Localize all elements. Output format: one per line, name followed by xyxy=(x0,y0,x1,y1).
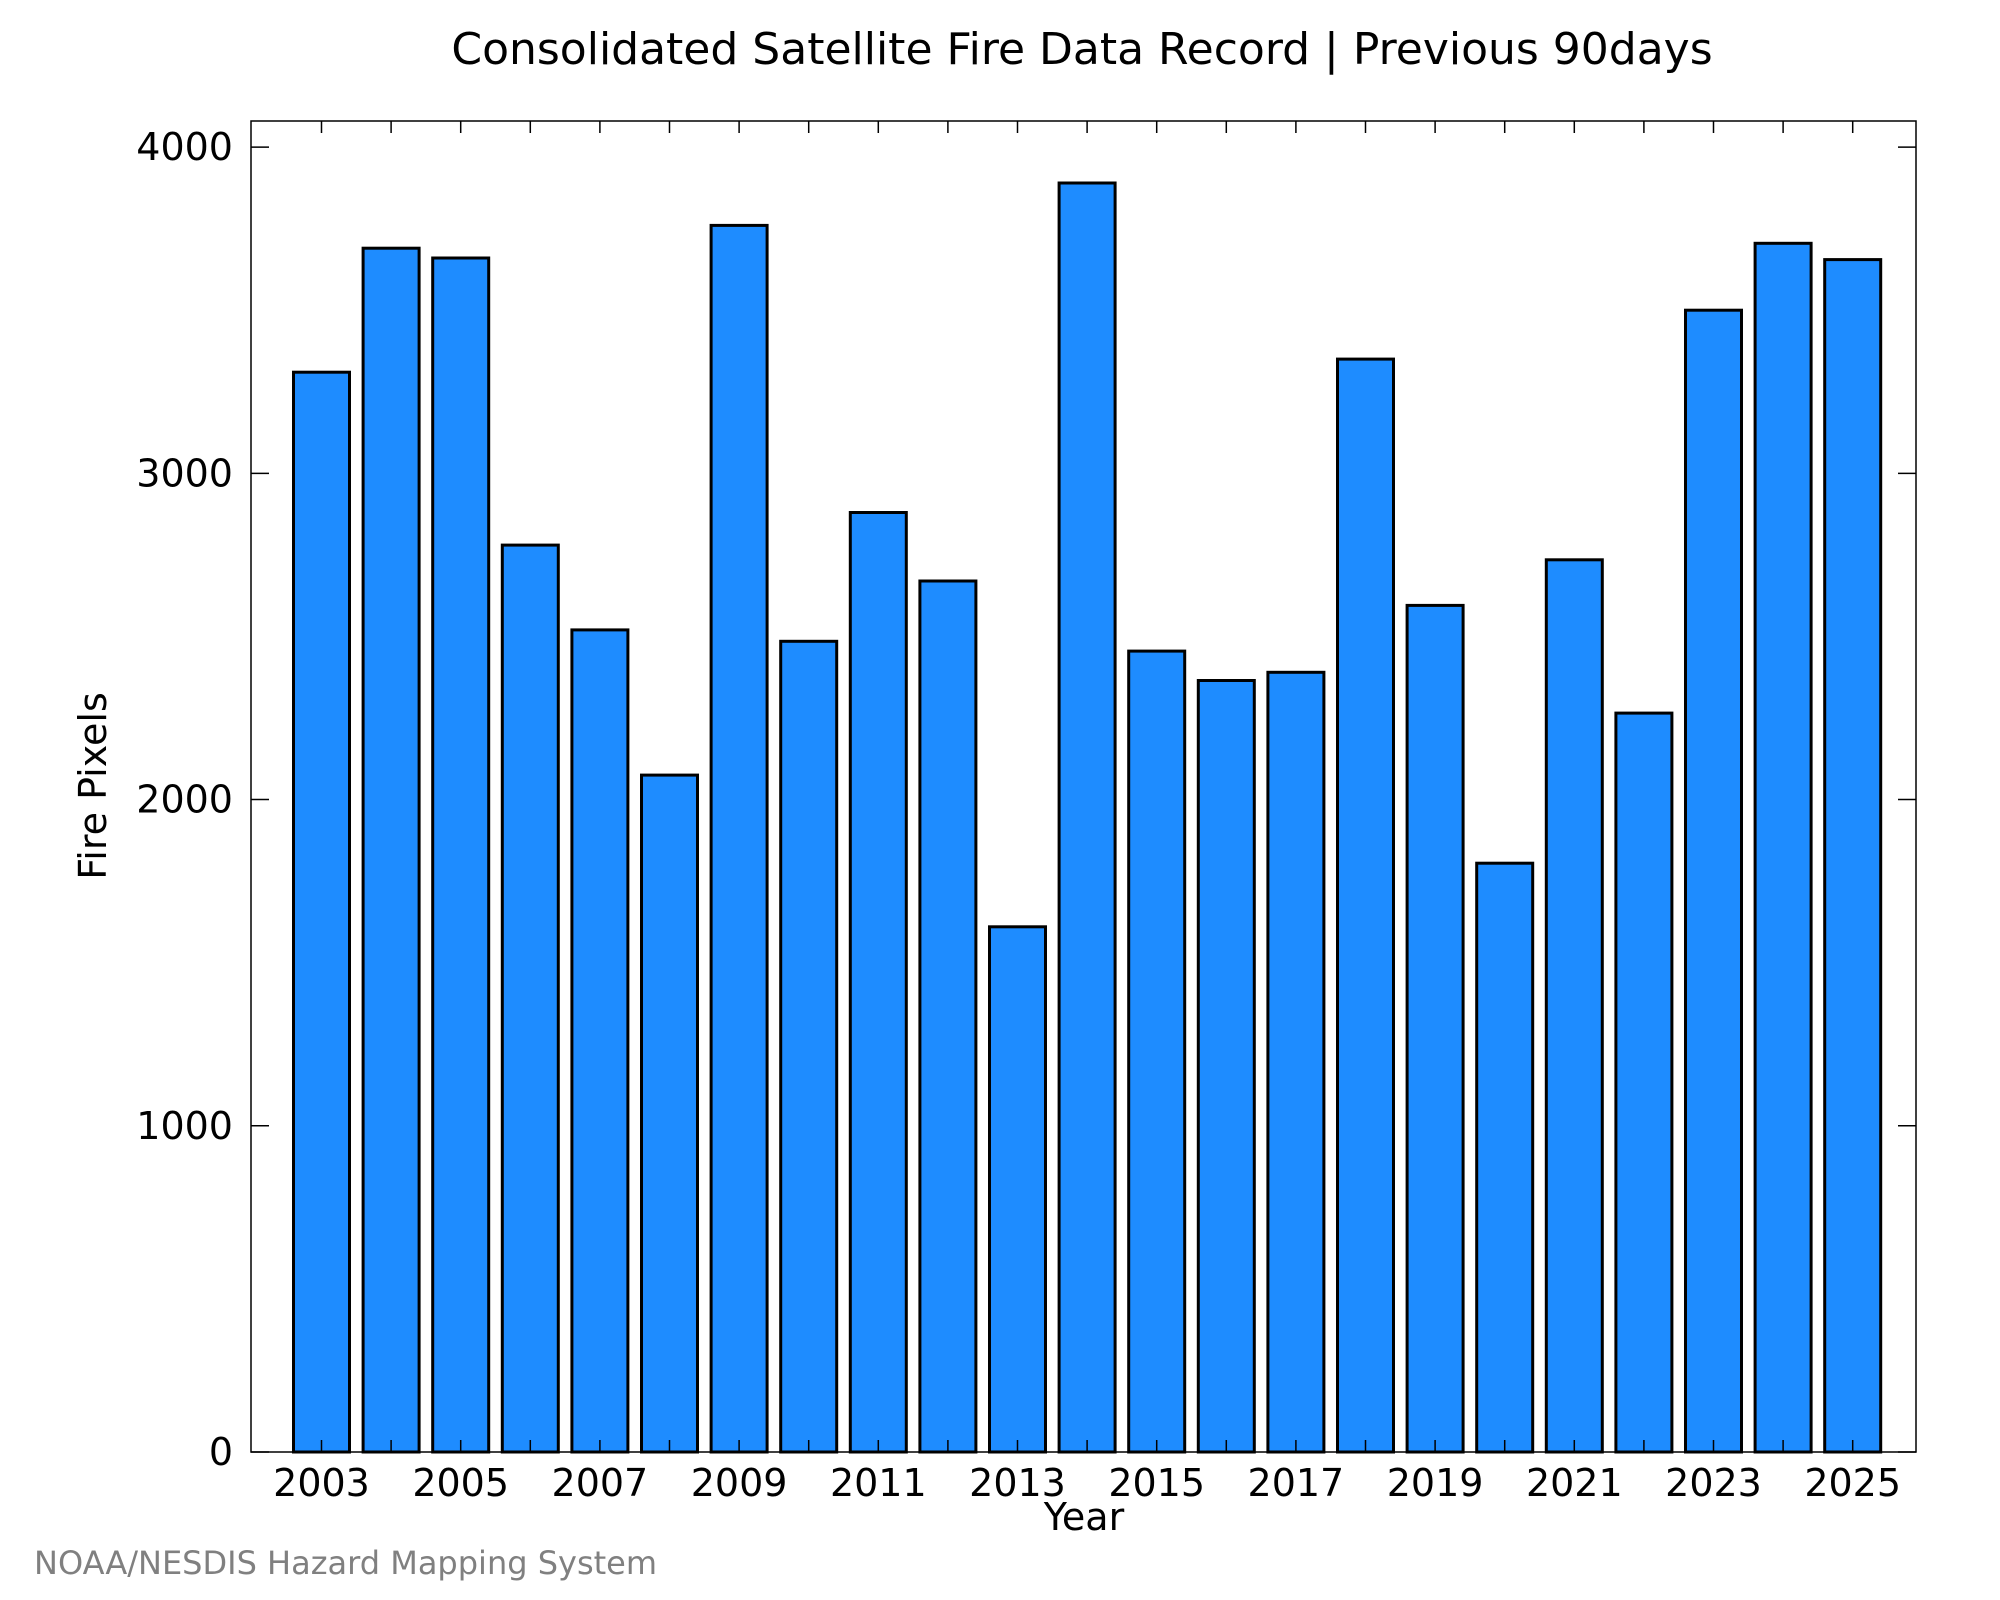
bar-2004 xyxy=(361,246,421,1454)
bar-2005 xyxy=(431,256,491,1454)
bar-2012 xyxy=(918,579,978,1454)
bar-2019 xyxy=(1405,603,1465,1454)
y-tick-label-2000: 2000 xyxy=(136,778,233,822)
x-tick-label-2005: 2005 xyxy=(412,1461,509,1505)
x-tick-label-2017: 2017 xyxy=(1248,1461,1345,1505)
bar-2018 xyxy=(1336,357,1395,1454)
bar-2011 xyxy=(848,511,908,1454)
bar-2022 xyxy=(1614,711,1674,1454)
bar-2016 xyxy=(1196,679,1256,1454)
x-tick-label-2015: 2015 xyxy=(1108,1461,1205,1505)
bar-2025 xyxy=(1823,258,1883,1454)
bar-2013 xyxy=(988,925,1047,1454)
x-tick-label-2021: 2021 xyxy=(1526,1461,1623,1505)
y-tick-label-0: 0 xyxy=(209,1430,233,1474)
bars-group xyxy=(292,181,1883,1454)
bar-2020 xyxy=(1475,861,1535,1454)
x-tick-label-2019: 2019 xyxy=(1387,1461,1484,1505)
x-tick-label-2013: 2013 xyxy=(969,1461,1066,1505)
bar-2015 xyxy=(1127,649,1187,1454)
x-tick-label-2023: 2023 xyxy=(1665,1461,1762,1505)
x-tick-label-2011: 2011 xyxy=(830,1461,927,1505)
bar-2014 xyxy=(1057,181,1117,1454)
x-tick-label-2009: 2009 xyxy=(691,1461,788,1505)
plot-frame xyxy=(250,120,1917,1453)
bar-2023 xyxy=(1684,308,1743,1454)
bar-2008 xyxy=(640,773,699,1454)
bar-2021 xyxy=(1544,558,1604,1454)
bar-2017 xyxy=(1266,670,1326,1454)
bar-2009 xyxy=(709,223,769,1454)
x-tick-label-2003: 2003 xyxy=(273,1461,370,1505)
chart-title: Consolidated Satellite Fire Data Record … xyxy=(451,24,1712,75)
x-tick-labels: 2003 2005 2007 2009 2011 2013 2015 2017 2019 2021… xyxy=(273,1461,1901,1505)
y-tick-label-1000: 1000 xyxy=(136,1104,233,1148)
credit-text: NOAA/NESDIS Hazard Mapping System xyxy=(34,1544,657,1582)
bar-2003 xyxy=(292,370,351,1454)
x-axis-label: Year xyxy=(1043,1495,1125,1539)
bar-2007 xyxy=(570,628,630,1454)
bar-2024 xyxy=(1753,241,1813,1454)
y-tick-labels: 0 1000 2000 3000 4000 xyxy=(136,125,233,1474)
x-tick-label-2007: 2007 xyxy=(552,1461,649,1505)
y-axis-label: Fire Pixels xyxy=(71,692,115,880)
y-tick-label-3000: 3000 xyxy=(136,451,233,495)
bar-2010 xyxy=(779,639,839,1454)
bar-2006 xyxy=(500,543,560,1454)
x-tick-label-2025: 2025 xyxy=(1804,1461,1901,1505)
y-tick-label-4000: 4000 xyxy=(136,125,233,169)
